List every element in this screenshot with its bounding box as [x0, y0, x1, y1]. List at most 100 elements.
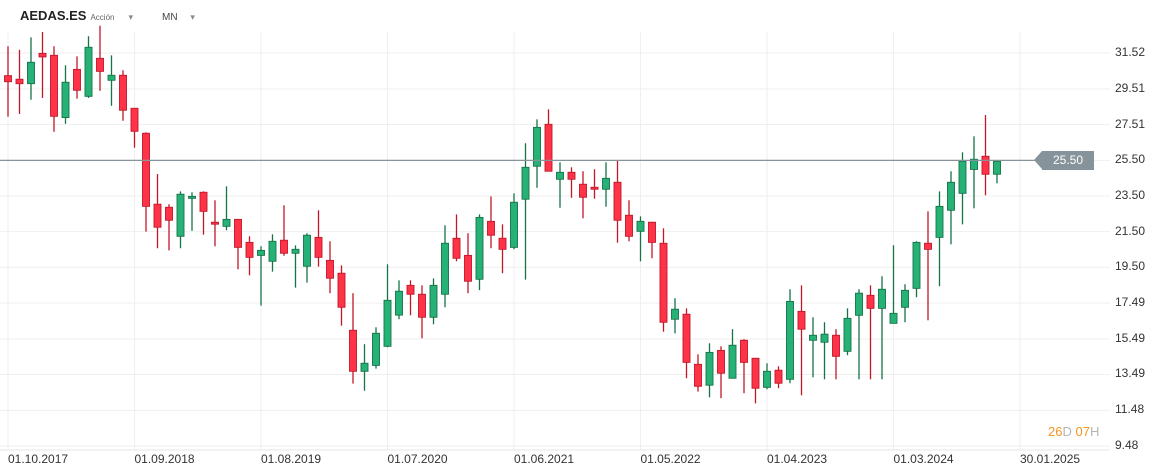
candle[interactable] [901, 284, 909, 323]
candle-body [694, 363, 702, 387]
candle[interactable] [73, 56, 81, 99]
candle[interactable] [429, 278, 438, 325]
candle[interactable] [464, 233, 472, 294]
candle[interactable] [878, 276, 886, 380]
candle[interactable] [843, 308, 852, 356]
candle[interactable] [648, 221, 656, 259]
candle[interactable] [303, 233, 311, 283]
candle[interactable] [257, 246, 265, 306]
candle[interactable] [337, 265, 346, 326]
candle[interactable] [579, 171, 587, 219]
candle[interactable] [487, 196, 495, 249]
candle[interactable] [866, 285, 875, 380]
candle[interactable] [855, 289, 863, 380]
candle[interactable] [590, 169, 599, 199]
candle[interactable] [280, 205, 288, 256]
candle[interactable] [832, 329, 840, 380]
candle[interactable] [924, 211, 932, 321]
x-tick-label: 01.09.2018 [134, 452, 195, 466]
candle[interactable] [418, 285, 426, 339]
candle[interactable] [4, 46, 12, 117]
candle-body [119, 74, 127, 111]
candle[interactable] [993, 160, 1001, 184]
candle[interactable] [441, 225, 449, 308]
candle[interactable] [636, 216, 645, 262]
candle-body [372, 332, 380, 366]
candle[interactable] [521, 143, 530, 280]
candle[interactable] [694, 354, 702, 392]
candle[interactable] [820, 322, 829, 380]
candle[interactable] [15, 49, 24, 114]
candle[interactable] [211, 200, 219, 247]
candle[interactable] [349, 293, 357, 384]
candle[interactable] [96, 25, 104, 91]
candle-body [901, 289, 909, 308]
candle[interactable] [130, 107, 139, 148]
candle[interactable] [682, 308, 691, 379]
candle[interactable] [935, 191, 944, 287]
candle[interactable] [797, 285, 806, 396]
candle[interactable] [889, 245, 898, 324]
candle[interactable] [671, 298, 679, 334]
candle[interactable] [556, 162, 564, 208]
candle[interactable] [533, 119, 541, 188]
candle[interactable] [751, 357, 760, 404]
period-selector[interactable]: MN ▾ [162, 12, 195, 23]
candle[interactable] [188, 192, 196, 231]
candle[interactable] [165, 204, 173, 251]
candle[interactable] [383, 264, 392, 348]
period-dropdown-caret-icon[interactable]: ▾ [190, 12, 195, 22]
candle[interactable] [153, 174, 162, 249]
candle-body [705, 351, 714, 386]
candle[interactable] [245, 236, 254, 276]
candle[interactable] [61, 65, 70, 124]
candle[interactable] [84, 36, 93, 98]
candle[interactable] [567, 167, 576, 198]
candle[interactable] [717, 346, 725, 399]
candle-body [303, 234, 311, 267]
candle[interactable] [786, 289, 794, 384]
candle[interactable] [981, 115, 990, 196]
candle[interactable] [763, 363, 771, 390]
candle[interactable] [360, 344, 369, 391]
candle[interactable] [498, 224, 507, 274]
candle[interactable] [50, 46, 58, 132]
candle[interactable] [107, 55, 116, 106]
candle[interactable] [222, 186, 231, 231]
candle[interactable] [142, 132, 150, 232]
candle[interactable] [912, 241, 921, 298]
candle[interactable] [475, 214, 484, 291]
candle[interactable] [728, 329, 737, 379]
candle[interactable] [544, 109, 553, 172]
candle[interactable] [199, 191, 208, 235]
candle[interactable] [947, 171, 955, 245]
candle[interactable] [234, 218, 242, 270]
candle[interactable] [510, 193, 518, 250]
candle[interactable] [809, 317, 817, 378]
candle[interactable] [705, 343, 714, 398]
candle-body [257, 249, 265, 256]
symbol-dropdown-caret-icon[interactable]: ▾ [128, 12, 134, 22]
candle[interactable] [602, 162, 610, 207]
candle[interactable] [958, 152, 967, 225]
candle[interactable] [291, 245, 300, 288]
candle[interactable] [774, 366, 783, 389]
candle[interactable] [395, 280, 403, 320]
candle[interactable] [268, 234, 277, 272]
x-tick-label: 01.04.2023 [767, 452, 828, 466]
candle[interactable] [740, 339, 748, 394]
candle[interactable] [176, 191, 185, 249]
candle[interactable] [119, 70, 127, 121]
candle[interactable] [314, 210, 323, 267]
candle[interactable] [625, 200, 633, 242]
candle[interactable] [326, 241, 334, 294]
candle[interactable] [406, 280, 415, 316]
candle[interactable] [970, 136, 978, 209]
candle[interactable] [27, 37, 35, 100]
candle[interactable] [613, 160, 622, 243]
candle[interactable] [452, 214, 461, 262]
candle[interactable] [38, 31, 47, 98]
candle[interactable] [659, 228, 668, 332]
candle[interactable] [372, 327, 380, 369]
